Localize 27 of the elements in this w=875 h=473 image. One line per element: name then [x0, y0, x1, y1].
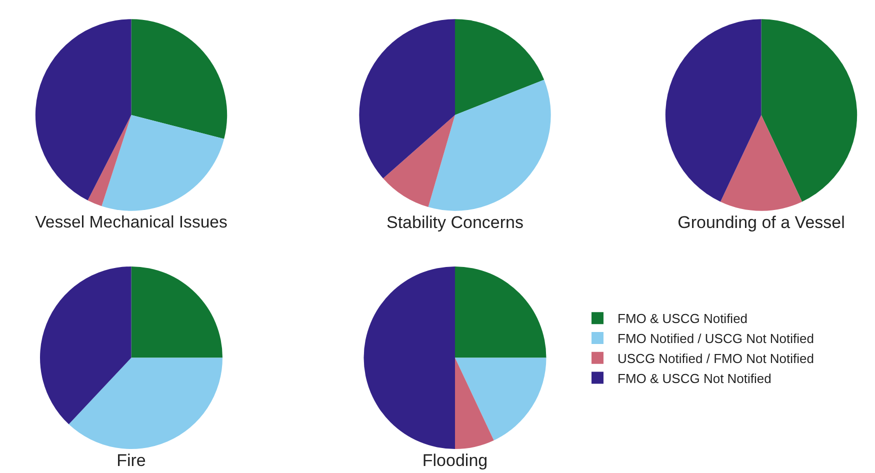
pie-slice — [40, 266, 132, 424]
pie-slice — [428, 80, 551, 211]
pie-slice — [359, 19, 455, 178]
pie-slice — [68, 358, 223, 449]
pie-slice — [455, 19, 544, 115]
pie-slice — [131, 19, 228, 139]
pie-slice — [131, 266, 223, 358]
pie-slice — [455, 266, 546, 358]
pie-slice — [364, 266, 455, 449]
text: Grounding of a Vessel — [678, 212, 845, 232]
legend-label: FMO Notified / USCG Not Notified — [618, 331, 814, 346]
text: Flooding — [422, 451, 488, 470]
pie-slice — [455, 358, 494, 449]
pie-slice — [761, 19, 858, 202]
text: Vessel Mechanical Issues — [35, 212, 228, 232]
legend-label: FMO & USCG Notified — [618, 311, 748, 326]
pie-slice — [455, 358, 546, 440]
pie-slice — [665, 19, 762, 202]
text: Fire — [116, 451, 146, 470]
legend-label: USCG Notified / FMO Not Notified — [618, 350, 814, 366]
pie-slice — [720, 115, 802, 211]
pie-slice — [102, 115, 224, 211]
text: Stability Concerns — [386, 212, 524, 232]
pie-slice — [36, 19, 132, 200]
pie-slice — [383, 115, 455, 208]
legend-label: FMO & USCG Not Notified — [618, 370, 772, 386]
pie-slice — [88, 115, 132, 206]
